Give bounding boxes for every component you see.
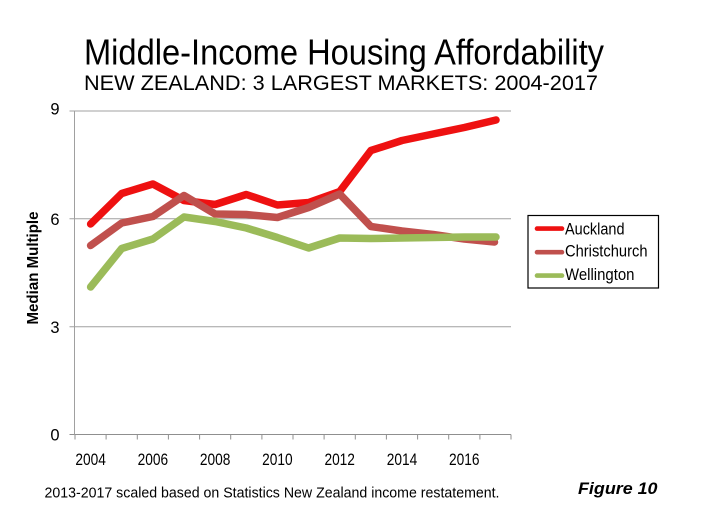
svg-text:6: 6 [50,211,59,229]
svg-text:2008: 2008 [200,450,231,469]
svg-text:9: 9 [50,101,59,119]
svg-text:Christchurch: Christchurch [565,242,648,260]
svg-text:0: 0 [50,427,59,445]
svg-text:Middle-Income Housing Affordab: Middle-Income Housing Affordability [84,32,604,73]
svg-text:Median Multiple: Median Multiple [25,211,42,324]
svg-text:2016: 2016 [449,450,480,469]
svg-text:2004: 2004 [75,450,106,469]
svg-text:Wellington: Wellington [565,266,635,284]
svg-text:2010: 2010 [262,450,293,469]
svg-text:2006: 2006 [138,450,169,469]
svg-text:NEW ZEALAND: 3 LARGEST MARKETS: NEW ZEALAND: 3 LARGEST MARKETS: 2004-201… [84,72,598,95]
svg-text:2013-2017 scaled based on Stat: 2013-2017 scaled based on Statistics New… [45,486,500,502]
svg-text:Auckland: Auckland [565,221,625,239]
svg-text:2012: 2012 [324,450,355,469]
svg-text:2014: 2014 [387,450,418,469]
svg-text:Figure 10: Figure 10 [578,480,658,498]
svg-text:3: 3 [50,319,59,337]
